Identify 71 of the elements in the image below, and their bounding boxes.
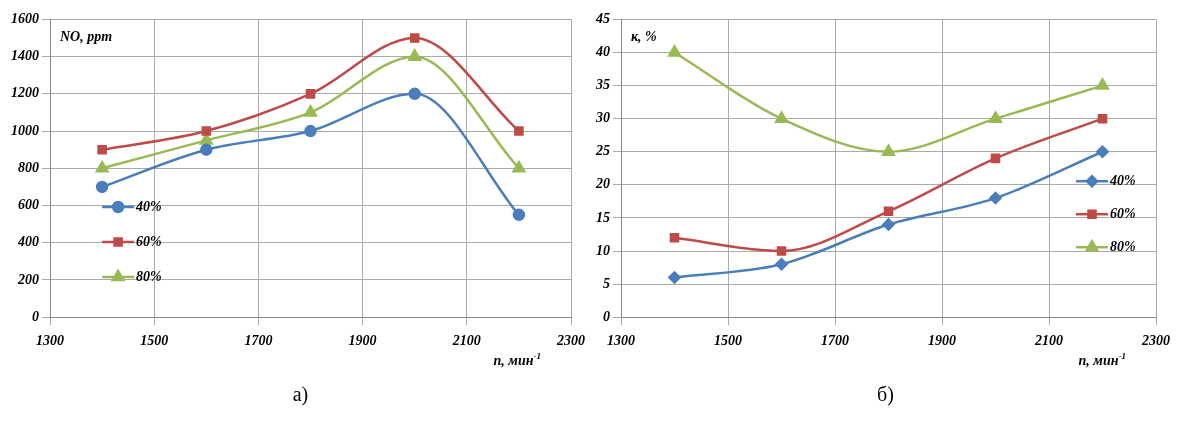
text: б) xyxy=(877,382,894,406)
point xyxy=(304,124,317,138)
legend-label: 40% xyxy=(1109,172,1136,188)
point xyxy=(512,161,526,173)
point xyxy=(882,144,895,157)
legend-label: 40% xyxy=(135,198,162,214)
legend-label: 80% xyxy=(136,268,162,284)
y-tick-label: 45 xyxy=(595,11,610,27)
point xyxy=(775,258,788,271)
y-tick-label: 0 xyxy=(32,308,39,324)
point xyxy=(95,161,109,173)
point xyxy=(668,45,681,57)
x-tick-label: 2300 xyxy=(556,333,585,349)
legend-label: 60% xyxy=(136,233,162,249)
y-tick-label: 200 xyxy=(17,271,39,287)
y-tick-label: 1600 xyxy=(11,11,39,27)
y-tick-label: 600 xyxy=(18,197,39,213)
x-tick-label: 1900 xyxy=(348,333,377,349)
point xyxy=(668,271,681,284)
x-tick-label: 2100 xyxy=(1034,333,1063,349)
point xyxy=(199,133,213,145)
point xyxy=(990,153,1001,164)
legend-label: 60% xyxy=(1110,205,1136,221)
y-tick-label: 35 xyxy=(595,77,610,93)
y-axis-title: NO, ppm xyxy=(59,29,113,45)
y-tick-label: 40 xyxy=(595,44,610,60)
y-tick-label: 1200 xyxy=(11,85,39,101)
y-tick-label: 800 xyxy=(18,159,39,175)
y-axis-title: к, % xyxy=(631,29,657,45)
point xyxy=(408,87,421,101)
y-tick-label: 0 xyxy=(603,308,610,324)
point xyxy=(669,233,680,243)
point xyxy=(989,191,1002,205)
y-tick-label: 15 xyxy=(596,209,610,225)
y-tick-label: 400 xyxy=(17,234,39,250)
point xyxy=(408,49,422,61)
point xyxy=(304,105,317,117)
point xyxy=(200,143,213,156)
x-tick-label: 1700 xyxy=(244,333,273,349)
legend-label: 80% xyxy=(1110,238,1136,254)
x-tick-label: 1500 xyxy=(140,333,169,349)
y-tick-label: 1400 xyxy=(11,48,39,64)
point xyxy=(775,111,788,123)
y-tick-label: 25 xyxy=(595,143,610,159)
x-tick-label: 1500 xyxy=(714,333,742,349)
point xyxy=(1097,113,1108,124)
point xyxy=(305,89,316,99)
y-tick-label: 30 xyxy=(595,110,610,126)
x-tick-label: 1300 xyxy=(607,333,635,349)
point xyxy=(1096,78,1109,90)
point xyxy=(883,206,894,217)
point xyxy=(97,144,107,155)
y-tick-label: 1000 xyxy=(11,122,39,138)
point xyxy=(95,180,109,194)
text: а) xyxy=(292,382,309,406)
x-tick-label: 1900 xyxy=(928,333,956,349)
point xyxy=(1096,145,1109,159)
point xyxy=(201,126,212,136)
x-tick-label: 1700 xyxy=(821,333,849,349)
point xyxy=(882,218,895,231)
point xyxy=(409,33,420,43)
point xyxy=(776,246,787,256)
point xyxy=(514,126,524,136)
y-tick-label: 10 xyxy=(596,242,610,258)
x-tick-label: 2100 xyxy=(451,333,481,349)
x-tick-label: 1300 xyxy=(36,333,64,349)
point xyxy=(989,111,1002,123)
x-tick-label: 2300 xyxy=(1141,333,1170,349)
point xyxy=(512,208,526,222)
y-tick-label: 5 xyxy=(603,275,610,291)
y-tick-label: 20 xyxy=(595,176,610,192)
